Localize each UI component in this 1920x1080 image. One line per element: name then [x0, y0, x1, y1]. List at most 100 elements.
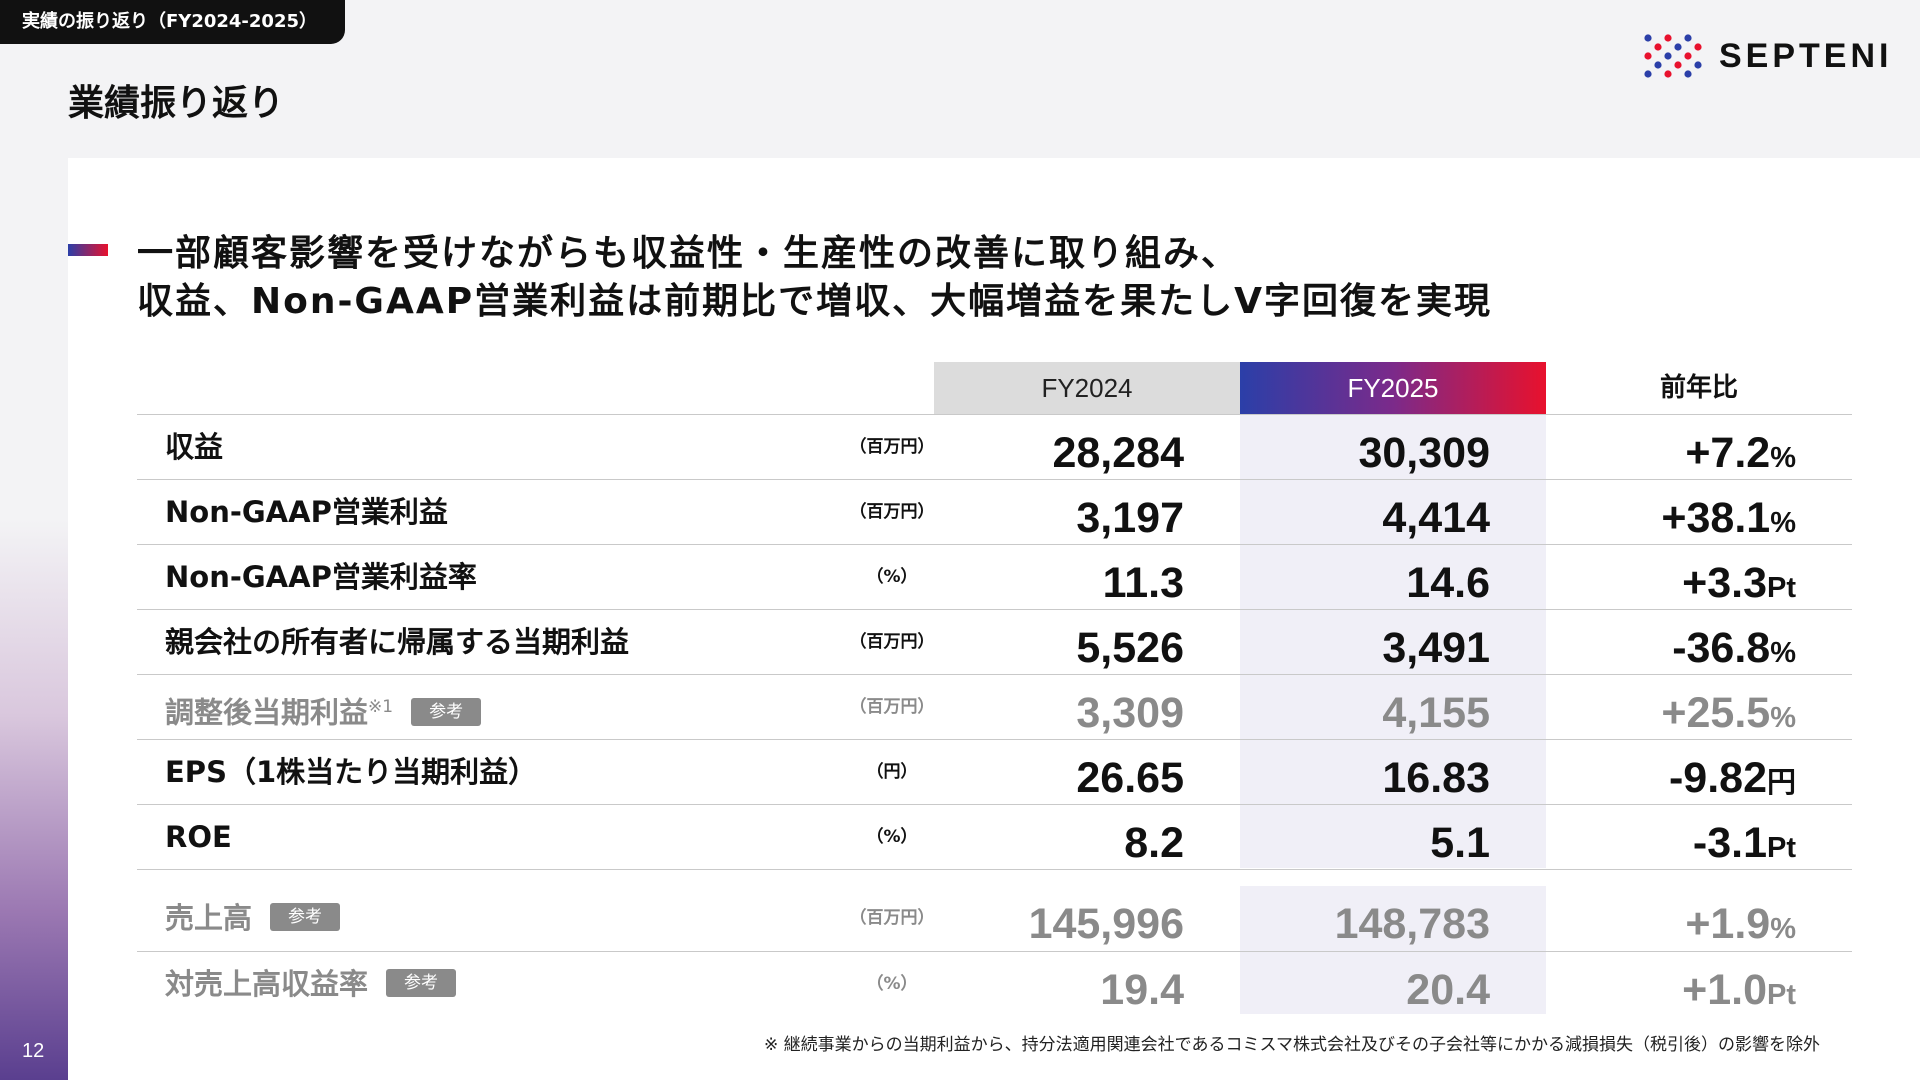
- logo-dot: [1644, 70, 1652, 78]
- fy2025-value: 14.6: [1406, 559, 1490, 607]
- fy2024-value: 3,197: [1076, 494, 1184, 542]
- table-row: 親会社の所有者に帰属する当期利益 （百万円） 5,526 3,491 -36.8%: [137, 609, 1852, 674]
- left-gradient-bar: [0, 520, 68, 1080]
- row-label: 親会社の所有者に帰属する当期利益: [165, 610, 629, 674]
- yoy-suffix: 円: [1766, 767, 1796, 799]
- logo-dot: [1684, 34, 1692, 42]
- row-unit: （%）: [866, 567, 918, 587]
- fy2025-value: 30,309: [1358, 429, 1490, 477]
- fy2025-column-shade: [1240, 414, 1546, 868]
- logo-dots-icon: [1644, 34, 1702, 78]
- row-unit: （百万円）: [849, 697, 935, 717]
- table-divider: [137, 869, 1852, 870]
- yoy-suffix: Pt: [1767, 572, 1796, 604]
- yoy-suffix: %: [1770, 507, 1796, 539]
- fy2024-value: 145,996: [1028, 900, 1184, 948]
- footnote: ※ 継続事業からの当期利益から、持分法適用関連会社であるコミスマ株式会社及びその…: [764, 1035, 1820, 1055]
- yoy-number: +7.2: [1685, 429, 1771, 477]
- row-label: EPS（1株当たり当期利益）: [165, 740, 537, 804]
- logo-dot: [1664, 70, 1672, 78]
- yoy-value: +1.9%: [1546, 892, 1796, 956]
- row-unit: （百万円）: [849, 632, 935, 652]
- fy2025-value: 148,783: [1334, 900, 1490, 948]
- table-row: 調整後当期利益※1 参考 （百万円） 3,309 4,155 +25.5%: [137, 674, 1852, 739]
- row-label-text: ROE: [165, 820, 232, 854]
- yoy-number: +38.1: [1661, 494, 1771, 542]
- logo-dot: [1664, 52, 1672, 60]
- fy2024-value: 5,526: [1076, 624, 1184, 672]
- footnote-mark: ※1: [368, 697, 394, 717]
- table-row: Non-GAAP営業利益率 （%） 11.3 14.6 +3.3Pt: [137, 544, 1852, 609]
- logo-dot: [1644, 34, 1652, 42]
- fy2025-value: 16.83: [1382, 754, 1490, 802]
- septeni-logo: SEPTENI: [1643, 32, 1892, 80]
- row-label-text: Non-GAAP営業利益: [165, 495, 448, 529]
- row-unit: （円）: [866, 762, 918, 782]
- column-header-fy2024: FY2024: [934, 362, 1240, 414]
- row-label-text: 売上高: [165, 901, 253, 935]
- fy2024-value: 8.2: [1124, 819, 1184, 867]
- yoy-number: -9.82: [1668, 754, 1767, 802]
- reference-badge: 参考: [270, 903, 341, 931]
- page-title: 業績振り返り: [68, 83, 285, 124]
- table-row: EPS（1株当たり当期利益） （円） 26.65 16.83 -9.82円: [137, 739, 1852, 804]
- row-label: Non-GAAP営業利益: [165, 480, 448, 544]
- row-unit: （%）: [866, 974, 918, 994]
- row-label-text: Non-GAAP営業利益率: [165, 560, 477, 594]
- fy2024-value: 3,309: [1076, 689, 1184, 737]
- column-header-yoy: 前年比: [1659, 373, 1738, 403]
- row-unit: （百万円）: [849, 908, 935, 928]
- row-label: ROE: [165, 805, 232, 869]
- fy2025-value: 5.1: [1430, 819, 1490, 867]
- row-label-text: EPS（1株当たり当期利益）: [165, 755, 538, 789]
- headline-accent-bar: [68, 244, 108, 256]
- yoy-suffix: Pt: [1767, 979, 1796, 1011]
- row-label: 収益: [165, 415, 223, 479]
- logo-dot: [1654, 61, 1662, 69]
- logo-dot: [1684, 52, 1692, 60]
- row-label-text: 収益: [165, 430, 224, 464]
- row-label: 調整後当期利益※1 参考: [165, 675, 482, 739]
- column-header-fy2025: FY2025: [1240, 362, 1546, 414]
- yoy-suffix: %: [1770, 913, 1796, 945]
- headline-line-1: 一部顧客影響を受けながらも収益性・生産性の改善に取り組み、: [137, 233, 1240, 274]
- logo-dot: [1674, 61, 1682, 69]
- yoy-value: +25.5%: [1546, 681, 1796, 745]
- reference-badge: 参考: [411, 697, 482, 726]
- yoy-value: +1.0Pt: [1546, 958, 1796, 1022]
- content-panel: [68, 158, 1920, 1080]
- yoy-number: -36.8: [1672, 624, 1771, 672]
- fy2025-value: 4,414: [1382, 494, 1490, 542]
- yoy-value: -36.8%: [1546, 616, 1796, 680]
- table-row: 対売上高収益率 参考 （%） 19.4 20.4 +1.0Pt: [137, 951, 1852, 1016]
- yoy-number: +3.3: [1682, 559, 1767, 607]
- yoy-value: -9.82円: [1546, 746, 1796, 810]
- logo-dot: [1684, 70, 1692, 78]
- logo-dot: [1674, 43, 1682, 51]
- section-tag: 実績の振り返り（FY2024-2025）: [0, 0, 345, 44]
- fy2025-value: 20.4: [1406, 966, 1490, 1014]
- table-row: ROE （%） 8.2 5.1 -3.1Pt: [137, 804, 1852, 869]
- page-number: 12: [22, 1040, 45, 1062]
- yoy-suffix: Pt: [1767, 832, 1796, 864]
- logo-dot: [1654, 43, 1662, 51]
- fy2024-value: 11.3: [1102, 559, 1184, 607]
- row-label: 対売上高収益率 参考: [165, 952, 457, 1016]
- fy2024-value: 28,284: [1052, 429, 1184, 477]
- yoy-suffix: %: [1770, 702, 1796, 734]
- yoy-value: +7.2%: [1546, 421, 1796, 485]
- yoy-value: -3.1Pt: [1546, 811, 1796, 875]
- logo-dot: [1644, 52, 1652, 60]
- logo-text: SEPTENI: [1719, 36, 1893, 75]
- logo-dot: [1694, 61, 1702, 69]
- row-label-text: 調整後当期利益: [165, 695, 369, 730]
- yoy-number: -3.1: [1692, 819, 1767, 867]
- fy2024-value: 26.65: [1076, 754, 1184, 802]
- fy2024-value: 19.4: [1100, 966, 1184, 1014]
- yoy-number: +25.5: [1661, 689, 1771, 737]
- yoy-suffix: %: [1770, 637, 1796, 669]
- logo-dot: [1694, 43, 1702, 51]
- fy2025-column-shade-reference: [1240, 886, 1546, 1014]
- table-row: 収益 （百万円） 28,284 30,309 +7.2%: [137, 414, 1852, 479]
- row-unit: （百万円）: [849, 502, 935, 522]
